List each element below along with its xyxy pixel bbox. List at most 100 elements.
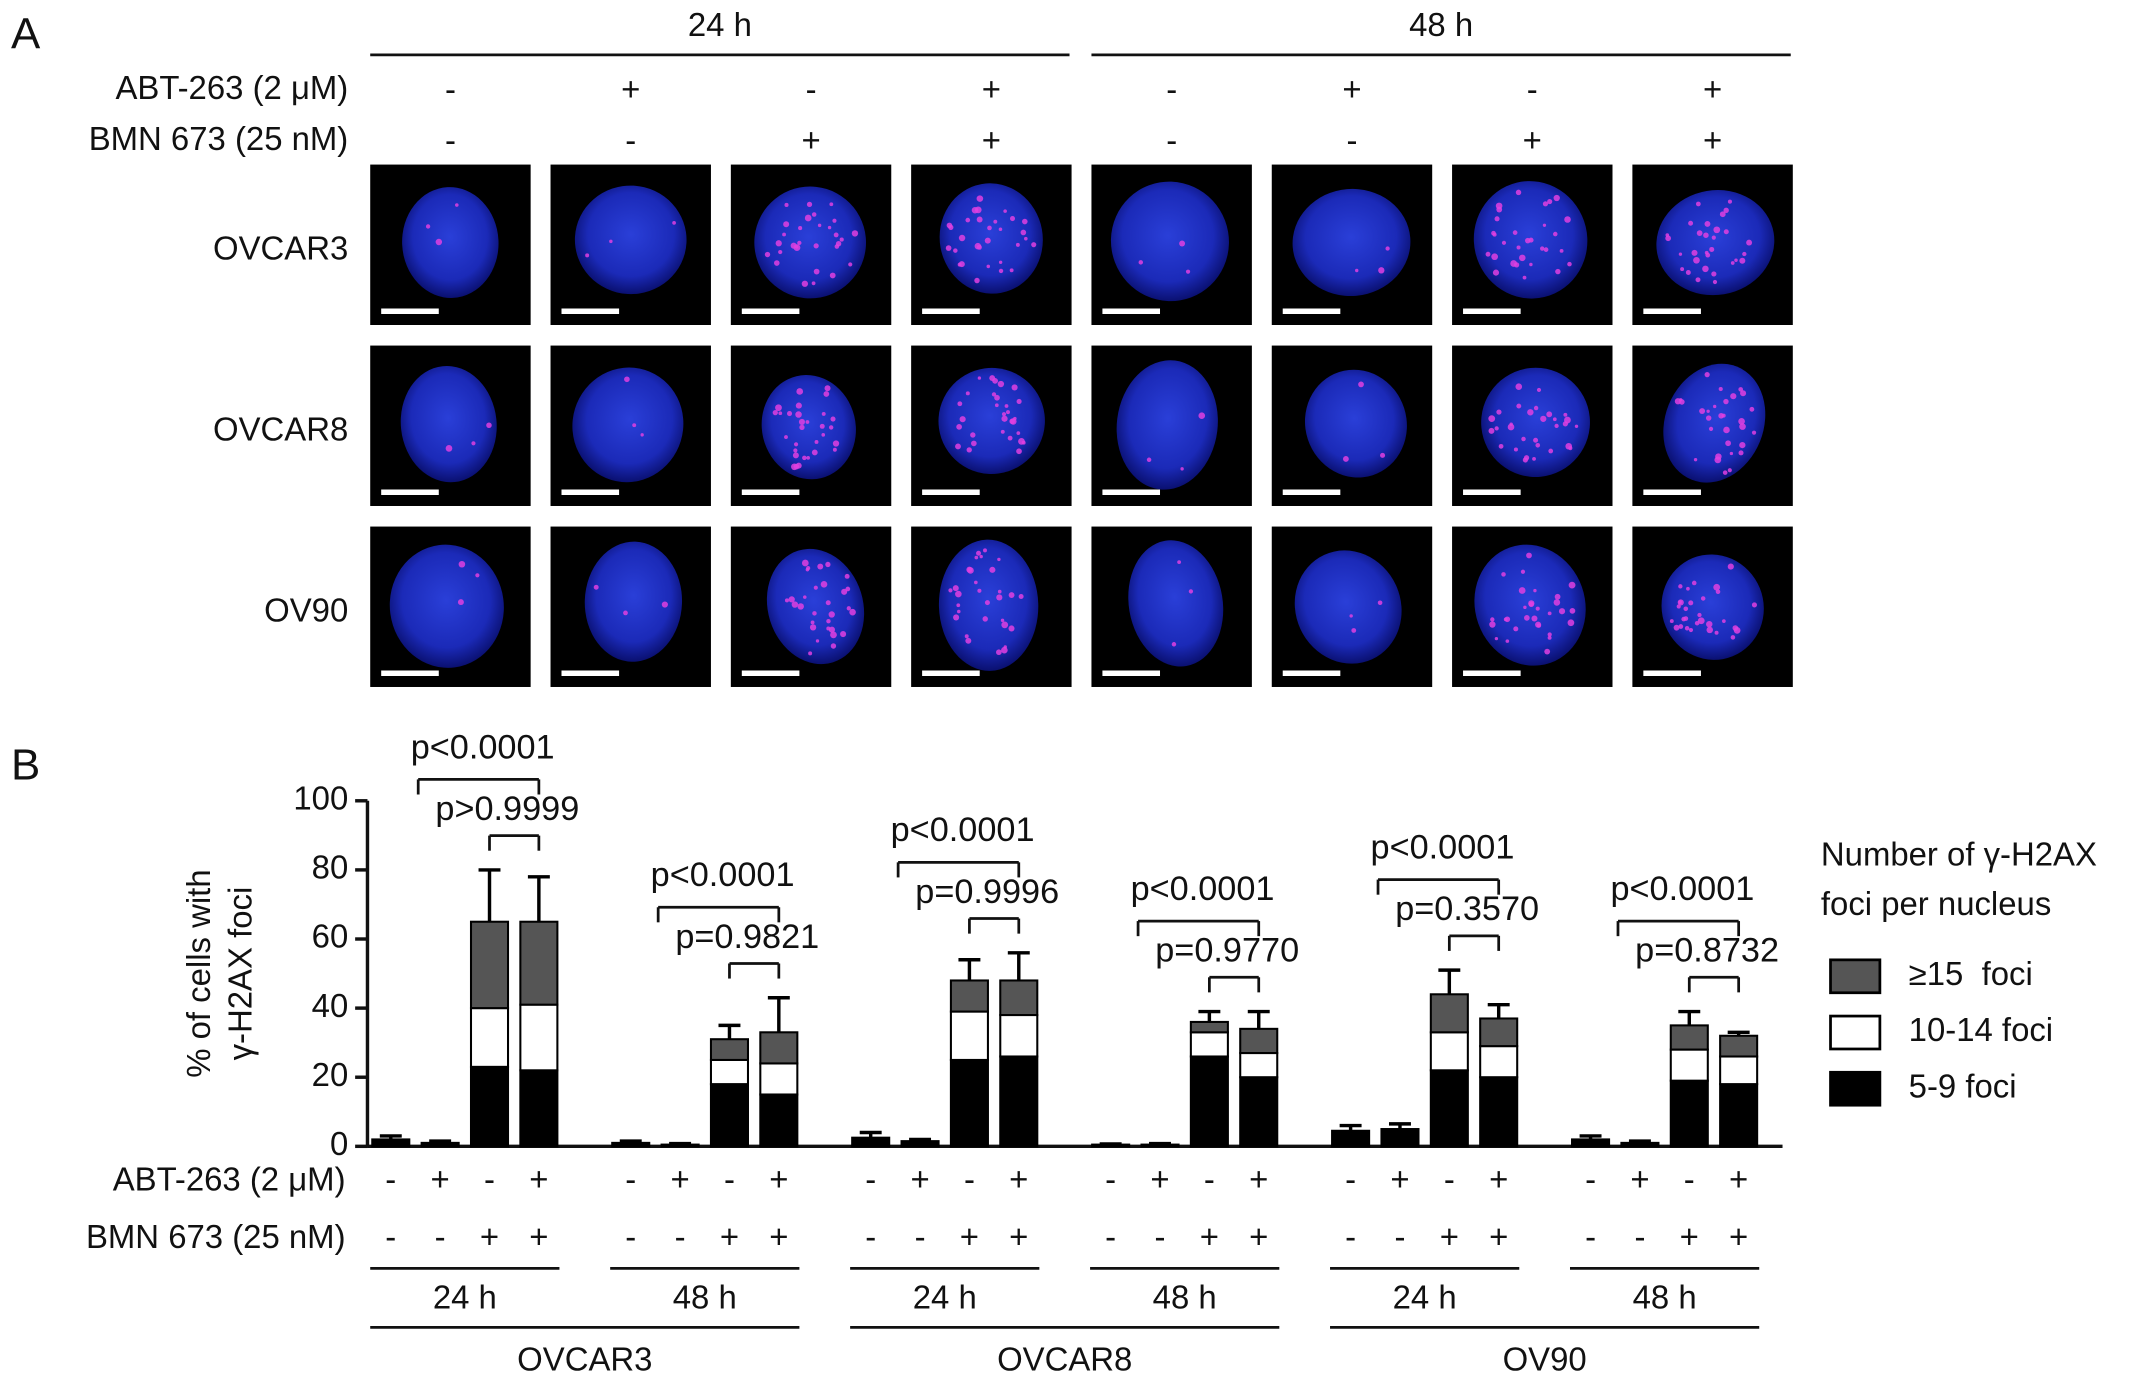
focus <box>1544 648 1551 655</box>
focus <box>1542 201 1549 207</box>
focus <box>825 561 831 568</box>
focus <box>624 376 630 383</box>
focus <box>458 560 466 568</box>
focus <box>1138 260 1144 265</box>
focus <box>585 253 590 258</box>
focus <box>475 573 480 578</box>
bar-segment <box>1380 1128 1420 1148</box>
focus <box>813 268 820 275</box>
focus <box>1722 470 1728 475</box>
focus <box>797 240 802 246</box>
bar-segment <box>1331 1129 1371 1148</box>
focus <box>1524 615 1530 621</box>
focus <box>1009 418 1017 425</box>
sign: + <box>529 1218 548 1255</box>
nucleus <box>939 183 1043 294</box>
y-tick-label: 0 <box>330 1125 348 1162</box>
focus <box>1703 232 1709 238</box>
focus <box>1526 552 1532 559</box>
focus <box>1547 611 1552 616</box>
p-value: p<0.0001 <box>1610 870 1754 908</box>
focus <box>672 221 676 225</box>
focus <box>593 584 599 590</box>
bar-segment <box>519 1069 559 1148</box>
sign: - <box>1347 121 1358 158</box>
cell-line-label: OV90 <box>1503 1340 1587 1377</box>
legend-label: 10-14 foci <box>1909 1011 2053 1048</box>
focus <box>970 432 976 438</box>
focus <box>1543 247 1549 252</box>
focus <box>797 603 804 610</box>
focus <box>1016 398 1022 405</box>
focus <box>1523 455 1530 461</box>
bar-segment <box>709 1038 750 1061</box>
time-label: 24 h <box>913 1279 977 1316</box>
focus <box>1705 415 1712 421</box>
sign: + <box>670 1161 689 1198</box>
row-label: BMN 673 (25 nM) <box>89 120 349 157</box>
bar-segment <box>1669 1048 1709 1082</box>
focus <box>989 566 996 573</box>
bar-segment <box>999 979 1039 1017</box>
error-bar <box>1339 1123 1362 1131</box>
sign: + <box>1729 1218 1748 1255</box>
focus <box>784 202 789 208</box>
focus <box>1704 372 1710 378</box>
focus <box>1180 467 1184 471</box>
focus <box>1738 450 1744 456</box>
y-tick-label: 40 <box>312 987 349 1024</box>
focus <box>1509 422 1513 426</box>
focus <box>1533 405 1539 411</box>
focus <box>1547 198 1553 205</box>
focus <box>1711 235 1716 240</box>
focus <box>1001 621 1009 629</box>
focus <box>1686 586 1690 591</box>
sign: - <box>625 1218 636 1255</box>
error-bar <box>909 1137 932 1142</box>
focus <box>1488 415 1496 423</box>
focus <box>1727 199 1733 204</box>
focus <box>1751 430 1757 435</box>
bar-segment <box>709 1058 750 1086</box>
nucleus <box>1481 367 1590 477</box>
bar-segment <box>1429 993 1469 1034</box>
nucleus <box>402 187 499 298</box>
focus <box>1547 632 1552 637</box>
focus <box>1535 621 1542 628</box>
focus <box>974 242 982 250</box>
focus <box>1016 448 1022 455</box>
focus <box>1723 398 1729 405</box>
focus <box>1003 645 1007 649</box>
focus <box>1022 218 1028 225</box>
sign: - <box>445 121 456 158</box>
focus <box>1515 189 1522 196</box>
focus <box>1516 245 1521 250</box>
focus <box>1711 271 1717 277</box>
focus <box>1015 242 1020 247</box>
focus <box>1540 246 1545 251</box>
sign: - <box>1585 1218 1596 1255</box>
bar-segment <box>999 1055 1039 1148</box>
focus <box>1179 240 1186 247</box>
error-bar <box>1149 1141 1171 1146</box>
sign: + <box>1703 71 1722 108</box>
focus <box>841 588 848 595</box>
focus <box>1378 267 1385 274</box>
focus <box>1564 216 1571 223</box>
focus <box>1706 620 1713 628</box>
focus <box>820 580 828 588</box>
focus <box>1513 626 1519 632</box>
focus <box>805 567 810 572</box>
nucleus <box>938 367 1045 475</box>
focus <box>1355 268 1359 273</box>
y-axis-label: γ-H2AX foci <box>221 887 258 1061</box>
focus <box>1024 236 1028 241</box>
focus <box>829 202 834 207</box>
focus <box>775 240 782 247</box>
bar-segment <box>949 979 989 1013</box>
focus <box>813 585 818 590</box>
sign: + <box>1249 1218 1268 1255</box>
sign: - <box>1105 1218 1116 1255</box>
focus <box>971 440 977 447</box>
